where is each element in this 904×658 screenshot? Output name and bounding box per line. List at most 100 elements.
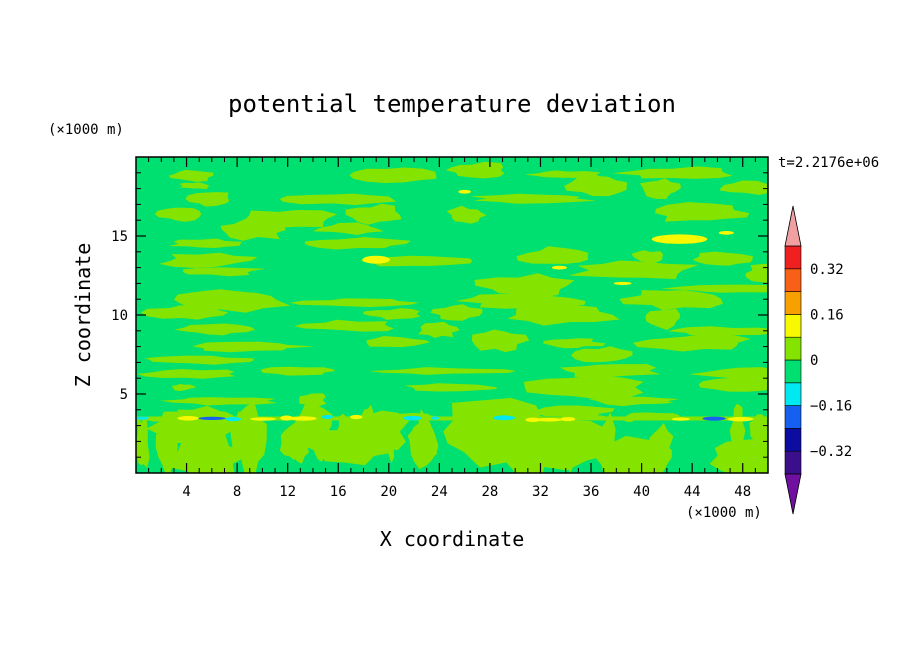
warm-plume xyxy=(229,410,246,460)
warm-patch xyxy=(455,292,586,309)
colorbar-tick-label: 0 xyxy=(810,353,818,369)
warm-patch xyxy=(661,284,768,293)
warm-patch xyxy=(446,205,487,224)
warm-patch xyxy=(745,263,768,283)
hot-spot xyxy=(551,265,568,270)
warm-patch xyxy=(260,366,336,376)
warm-patch xyxy=(564,175,628,197)
warm-patch xyxy=(345,203,402,225)
colorbar-tick-label: 0.16 xyxy=(810,307,844,323)
warm-patch xyxy=(235,210,338,229)
warm-patches xyxy=(136,161,768,473)
warm-plume xyxy=(136,415,150,468)
colorbar-segment xyxy=(784,291,802,315)
band-spot xyxy=(136,416,150,420)
band-spot xyxy=(250,417,277,421)
warm-patch xyxy=(470,193,597,204)
x-tick-label: 24 xyxy=(431,484,448,500)
warm-patch xyxy=(185,192,230,207)
warm-patch xyxy=(709,438,768,473)
warm-patch xyxy=(294,319,394,332)
band-spot xyxy=(623,417,635,423)
band-spot xyxy=(280,415,293,421)
colorbar-segment xyxy=(784,359,802,384)
warm-patch xyxy=(279,193,397,206)
y-tick-label: 5 xyxy=(120,387,128,403)
warm-patch xyxy=(529,405,615,419)
band-spot xyxy=(147,416,173,422)
warm-patch xyxy=(168,169,214,182)
warm-patch xyxy=(137,369,236,379)
band-spot xyxy=(430,416,440,420)
warm-patch xyxy=(173,289,291,313)
warm-patch xyxy=(299,393,327,408)
band-spot xyxy=(350,414,363,420)
warm-patch xyxy=(368,367,516,375)
warm-patch xyxy=(159,252,258,268)
warm-patch xyxy=(313,222,384,235)
warm-patch xyxy=(692,251,753,266)
warm-patch xyxy=(474,273,575,298)
band-spot xyxy=(535,417,562,422)
warm-patch xyxy=(145,355,255,365)
warm-patch xyxy=(179,182,210,189)
warm-patch xyxy=(349,167,437,183)
colorbar-segment xyxy=(784,405,802,429)
warm-patch xyxy=(174,323,256,336)
warm-plume xyxy=(598,412,616,468)
band-spot xyxy=(225,417,242,422)
band-spot xyxy=(584,415,607,420)
warm-patch xyxy=(571,346,633,363)
warm-patch xyxy=(471,329,530,353)
band-spot xyxy=(560,417,576,422)
warm-patch xyxy=(543,338,606,349)
warm-plume xyxy=(536,417,549,472)
warm-plume xyxy=(287,430,309,464)
warm-plume xyxy=(409,409,438,465)
warm-patch xyxy=(159,397,277,406)
colorbar-tick-label: −0.16 xyxy=(810,399,852,415)
hot-spot xyxy=(718,230,734,235)
contour-field xyxy=(136,157,768,473)
time-label: t=2.2176e+06 xyxy=(778,155,879,171)
warm-plume xyxy=(308,407,331,462)
band-spot xyxy=(474,416,484,422)
warm-patch xyxy=(632,333,751,352)
band-spot xyxy=(371,415,391,419)
x-axis-label: X coordinate xyxy=(380,527,525,551)
warm-patch xyxy=(668,326,768,337)
warm-patch xyxy=(418,321,460,338)
x-tick-label: 36 xyxy=(583,484,600,500)
warm-patch xyxy=(568,260,699,280)
x-tick-label: 40 xyxy=(633,484,650,500)
band-spot xyxy=(321,414,333,420)
colorbar-segment xyxy=(784,314,802,338)
warm-patch xyxy=(404,383,497,392)
warm-patch xyxy=(304,237,411,250)
boundary-layer-band xyxy=(136,414,768,423)
x-tick-label: 16 xyxy=(330,484,347,500)
band-spot xyxy=(403,415,422,421)
y-unit-label: (×1000 m) xyxy=(48,122,124,138)
warm-patch xyxy=(366,336,431,348)
warm-patch xyxy=(154,207,202,222)
x-unit-label: (×1000 m) xyxy=(686,505,762,521)
x-tick-label: 48 xyxy=(734,484,751,500)
warm-patch xyxy=(645,308,680,330)
y-axis-label: Z coordinate xyxy=(71,243,95,388)
hot-spot xyxy=(362,255,391,264)
colorbar-over-triangle xyxy=(784,205,802,247)
colorbar-under-triangle xyxy=(784,473,802,515)
band-spot xyxy=(650,416,660,421)
x-axis: 4 8 12 16 20 24 28 32 36 40 44 48 xyxy=(148,157,756,500)
hot-spot xyxy=(651,234,708,244)
warm-patch xyxy=(523,375,644,400)
colorbar: 0.32 0.16 0 −0.16 −0.32 xyxy=(784,205,852,515)
x-tick-label: 44 xyxy=(684,484,701,500)
x-tick-label: 4 xyxy=(182,484,190,500)
hot-spots xyxy=(362,189,734,285)
warm-patch xyxy=(192,341,315,353)
warm-plume xyxy=(749,414,768,446)
band-spot xyxy=(290,416,317,421)
